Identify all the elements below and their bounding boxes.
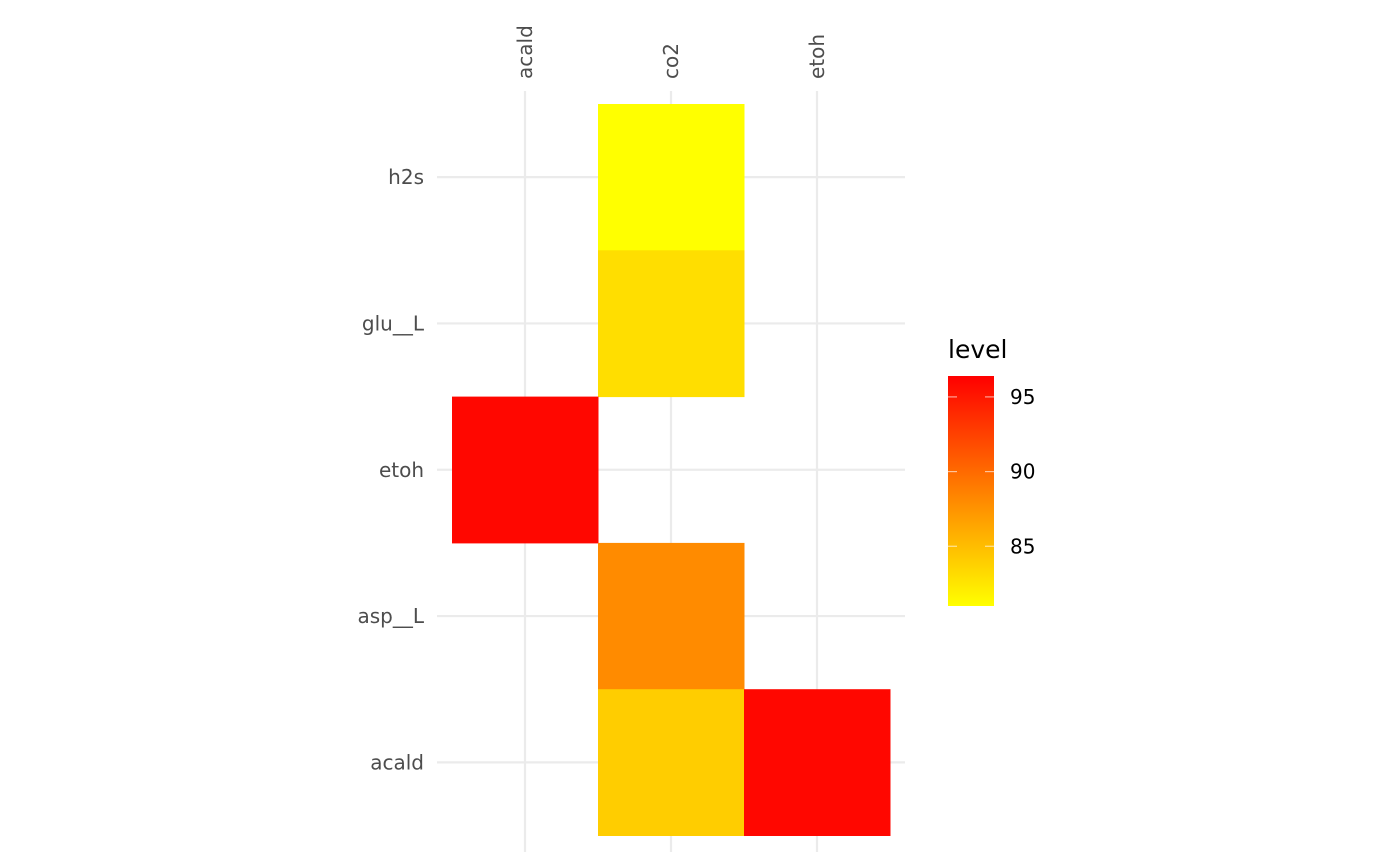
legend-label-95: 95 [1010, 385, 1035, 409]
cell-acald-etoh [452, 396, 599, 544]
color-legend: level 85 90 95 [948, 335, 1035, 606]
legend-title: level [948, 335, 1007, 364]
x-axis-tick-labels: acald co2 etoh [513, 25, 829, 79]
cell-co2-glu-l [598, 250, 745, 398]
y-tick-label-glu-l: glu__L [362, 311, 425, 335]
legend-label-85: 85 [1010, 534, 1035, 558]
y-tick-label-etoh: etoh [379, 458, 424, 482]
cell-co2-acald [598, 689, 745, 836]
legend-color-bar [948, 376, 994, 606]
x-tick-label-etoh: etoh [805, 34, 829, 79]
heatmap-cells [452, 104, 891, 836]
cell-co2-asp-l [598, 542, 745, 690]
y-axis-tick-labels: acald asp__L etoh glu__L h2s [357, 165, 424, 774]
cell-co2-h2s [598, 104, 745, 251]
legend-label-90: 90 [1010, 460, 1035, 484]
cell-etoh-acald [744, 689, 891, 836]
x-tick-label-acald: acald [513, 25, 537, 79]
y-tick-label-h2s: h2s [388, 165, 424, 189]
y-tick-label-acald: acald [370, 750, 424, 774]
legend-ticks: 85 90 95 [948, 385, 1035, 558]
y-tick-label-asp-l: asp__L [357, 604, 424, 628]
x-tick-label-co2: co2 [659, 43, 683, 79]
